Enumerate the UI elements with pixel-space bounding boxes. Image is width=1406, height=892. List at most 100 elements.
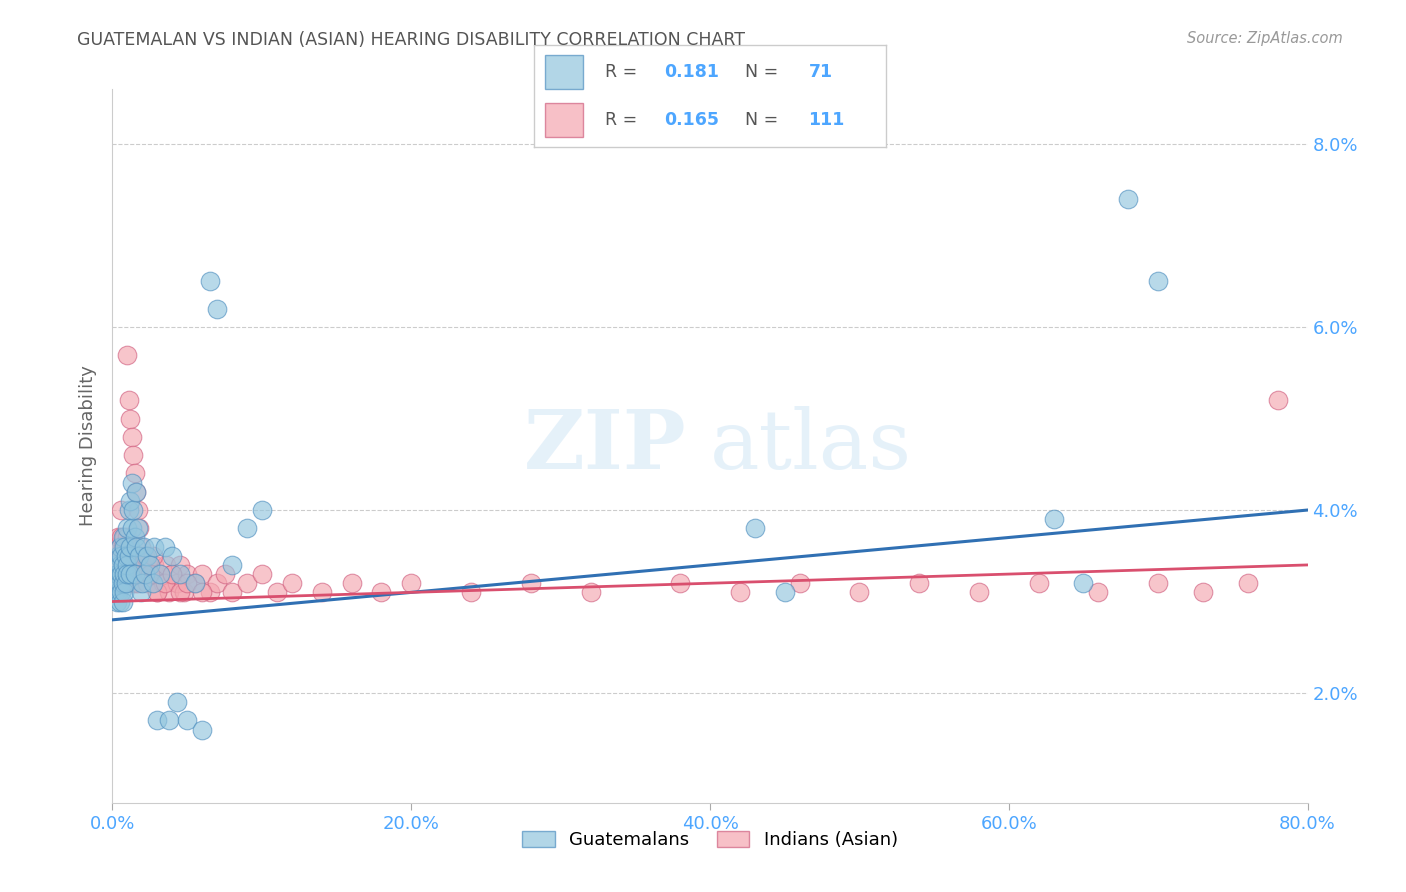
Point xyxy=(124,467,146,481)
Point xyxy=(205,576,228,591)
Point xyxy=(107,531,129,545)
Point xyxy=(121,430,143,444)
Point xyxy=(149,567,172,582)
Text: Source: ZipAtlas.com: Source: ZipAtlas.com xyxy=(1187,31,1343,46)
Point xyxy=(142,549,165,563)
Point xyxy=(236,521,259,535)
Point xyxy=(121,521,143,535)
Point xyxy=(108,576,131,591)
Point xyxy=(169,558,191,572)
Point xyxy=(108,576,131,591)
Point xyxy=(115,576,138,591)
Point xyxy=(117,549,139,563)
Point xyxy=(131,558,153,572)
Point xyxy=(250,503,273,517)
Point xyxy=(105,576,128,591)
Point xyxy=(125,484,148,499)
Point xyxy=(108,594,131,608)
Point xyxy=(105,567,128,582)
Point xyxy=(108,540,131,554)
Point xyxy=(117,567,139,582)
Point xyxy=(1267,393,1289,408)
Point xyxy=(114,585,135,599)
Point xyxy=(214,567,236,582)
Point xyxy=(131,558,153,572)
Point xyxy=(152,576,174,591)
Y-axis label: Hearing Disability: Hearing Disability xyxy=(79,366,97,526)
Point xyxy=(117,521,139,535)
Point xyxy=(162,567,183,582)
Point xyxy=(153,576,176,591)
Point xyxy=(789,576,811,591)
Point xyxy=(104,558,127,572)
Point xyxy=(114,531,135,545)
Point xyxy=(135,576,157,591)
Point xyxy=(114,540,135,554)
Point xyxy=(115,576,138,591)
Point xyxy=(103,540,125,554)
Point xyxy=(129,585,152,599)
Text: 0.165: 0.165 xyxy=(665,111,720,129)
Point xyxy=(1087,585,1109,599)
Point xyxy=(138,558,160,572)
Point xyxy=(132,540,155,554)
Point xyxy=(107,549,129,563)
Point xyxy=(579,585,602,599)
Point xyxy=(117,567,139,582)
Point xyxy=(107,585,129,599)
Point xyxy=(118,503,141,517)
Point xyxy=(107,567,129,582)
Point xyxy=(105,594,128,608)
Point xyxy=(128,549,150,563)
Point xyxy=(1073,576,1095,591)
Point xyxy=(1118,192,1140,206)
Point xyxy=(127,521,149,535)
Point xyxy=(176,567,198,582)
Point xyxy=(340,576,363,591)
Point xyxy=(139,567,162,582)
Point xyxy=(131,576,153,591)
Point xyxy=(108,558,131,572)
Point xyxy=(236,576,259,591)
Text: 71: 71 xyxy=(808,62,832,81)
Point xyxy=(176,576,198,591)
Point xyxy=(250,567,273,582)
Point xyxy=(122,448,145,462)
Point xyxy=(120,567,142,582)
Point xyxy=(121,558,143,572)
Point xyxy=(118,558,141,572)
Point xyxy=(128,558,150,572)
Text: R =: R = xyxy=(605,62,643,81)
Point xyxy=(108,540,131,554)
Point xyxy=(111,594,134,608)
Point xyxy=(173,585,195,599)
Point xyxy=(183,576,205,591)
Point xyxy=(169,585,191,599)
Point xyxy=(122,503,145,517)
Point xyxy=(134,549,156,563)
Text: 111: 111 xyxy=(808,111,845,129)
Point xyxy=(110,549,132,563)
Point xyxy=(221,558,243,572)
Point xyxy=(105,576,128,591)
Point xyxy=(135,549,157,563)
Point xyxy=(205,301,228,316)
Point xyxy=(110,567,132,582)
Point xyxy=(124,567,146,582)
Point xyxy=(157,585,180,599)
Point xyxy=(125,540,148,554)
Point xyxy=(149,567,172,582)
Point xyxy=(110,567,132,582)
Point xyxy=(311,585,333,599)
Point xyxy=(162,567,183,582)
Point xyxy=(146,585,169,599)
Point xyxy=(120,411,142,425)
Point xyxy=(111,531,134,545)
Point xyxy=(157,714,180,728)
Point xyxy=(139,567,162,582)
Point xyxy=(110,503,132,517)
Point xyxy=(118,540,141,554)
Point xyxy=(143,540,166,554)
Point xyxy=(166,576,188,591)
Point xyxy=(114,567,135,582)
